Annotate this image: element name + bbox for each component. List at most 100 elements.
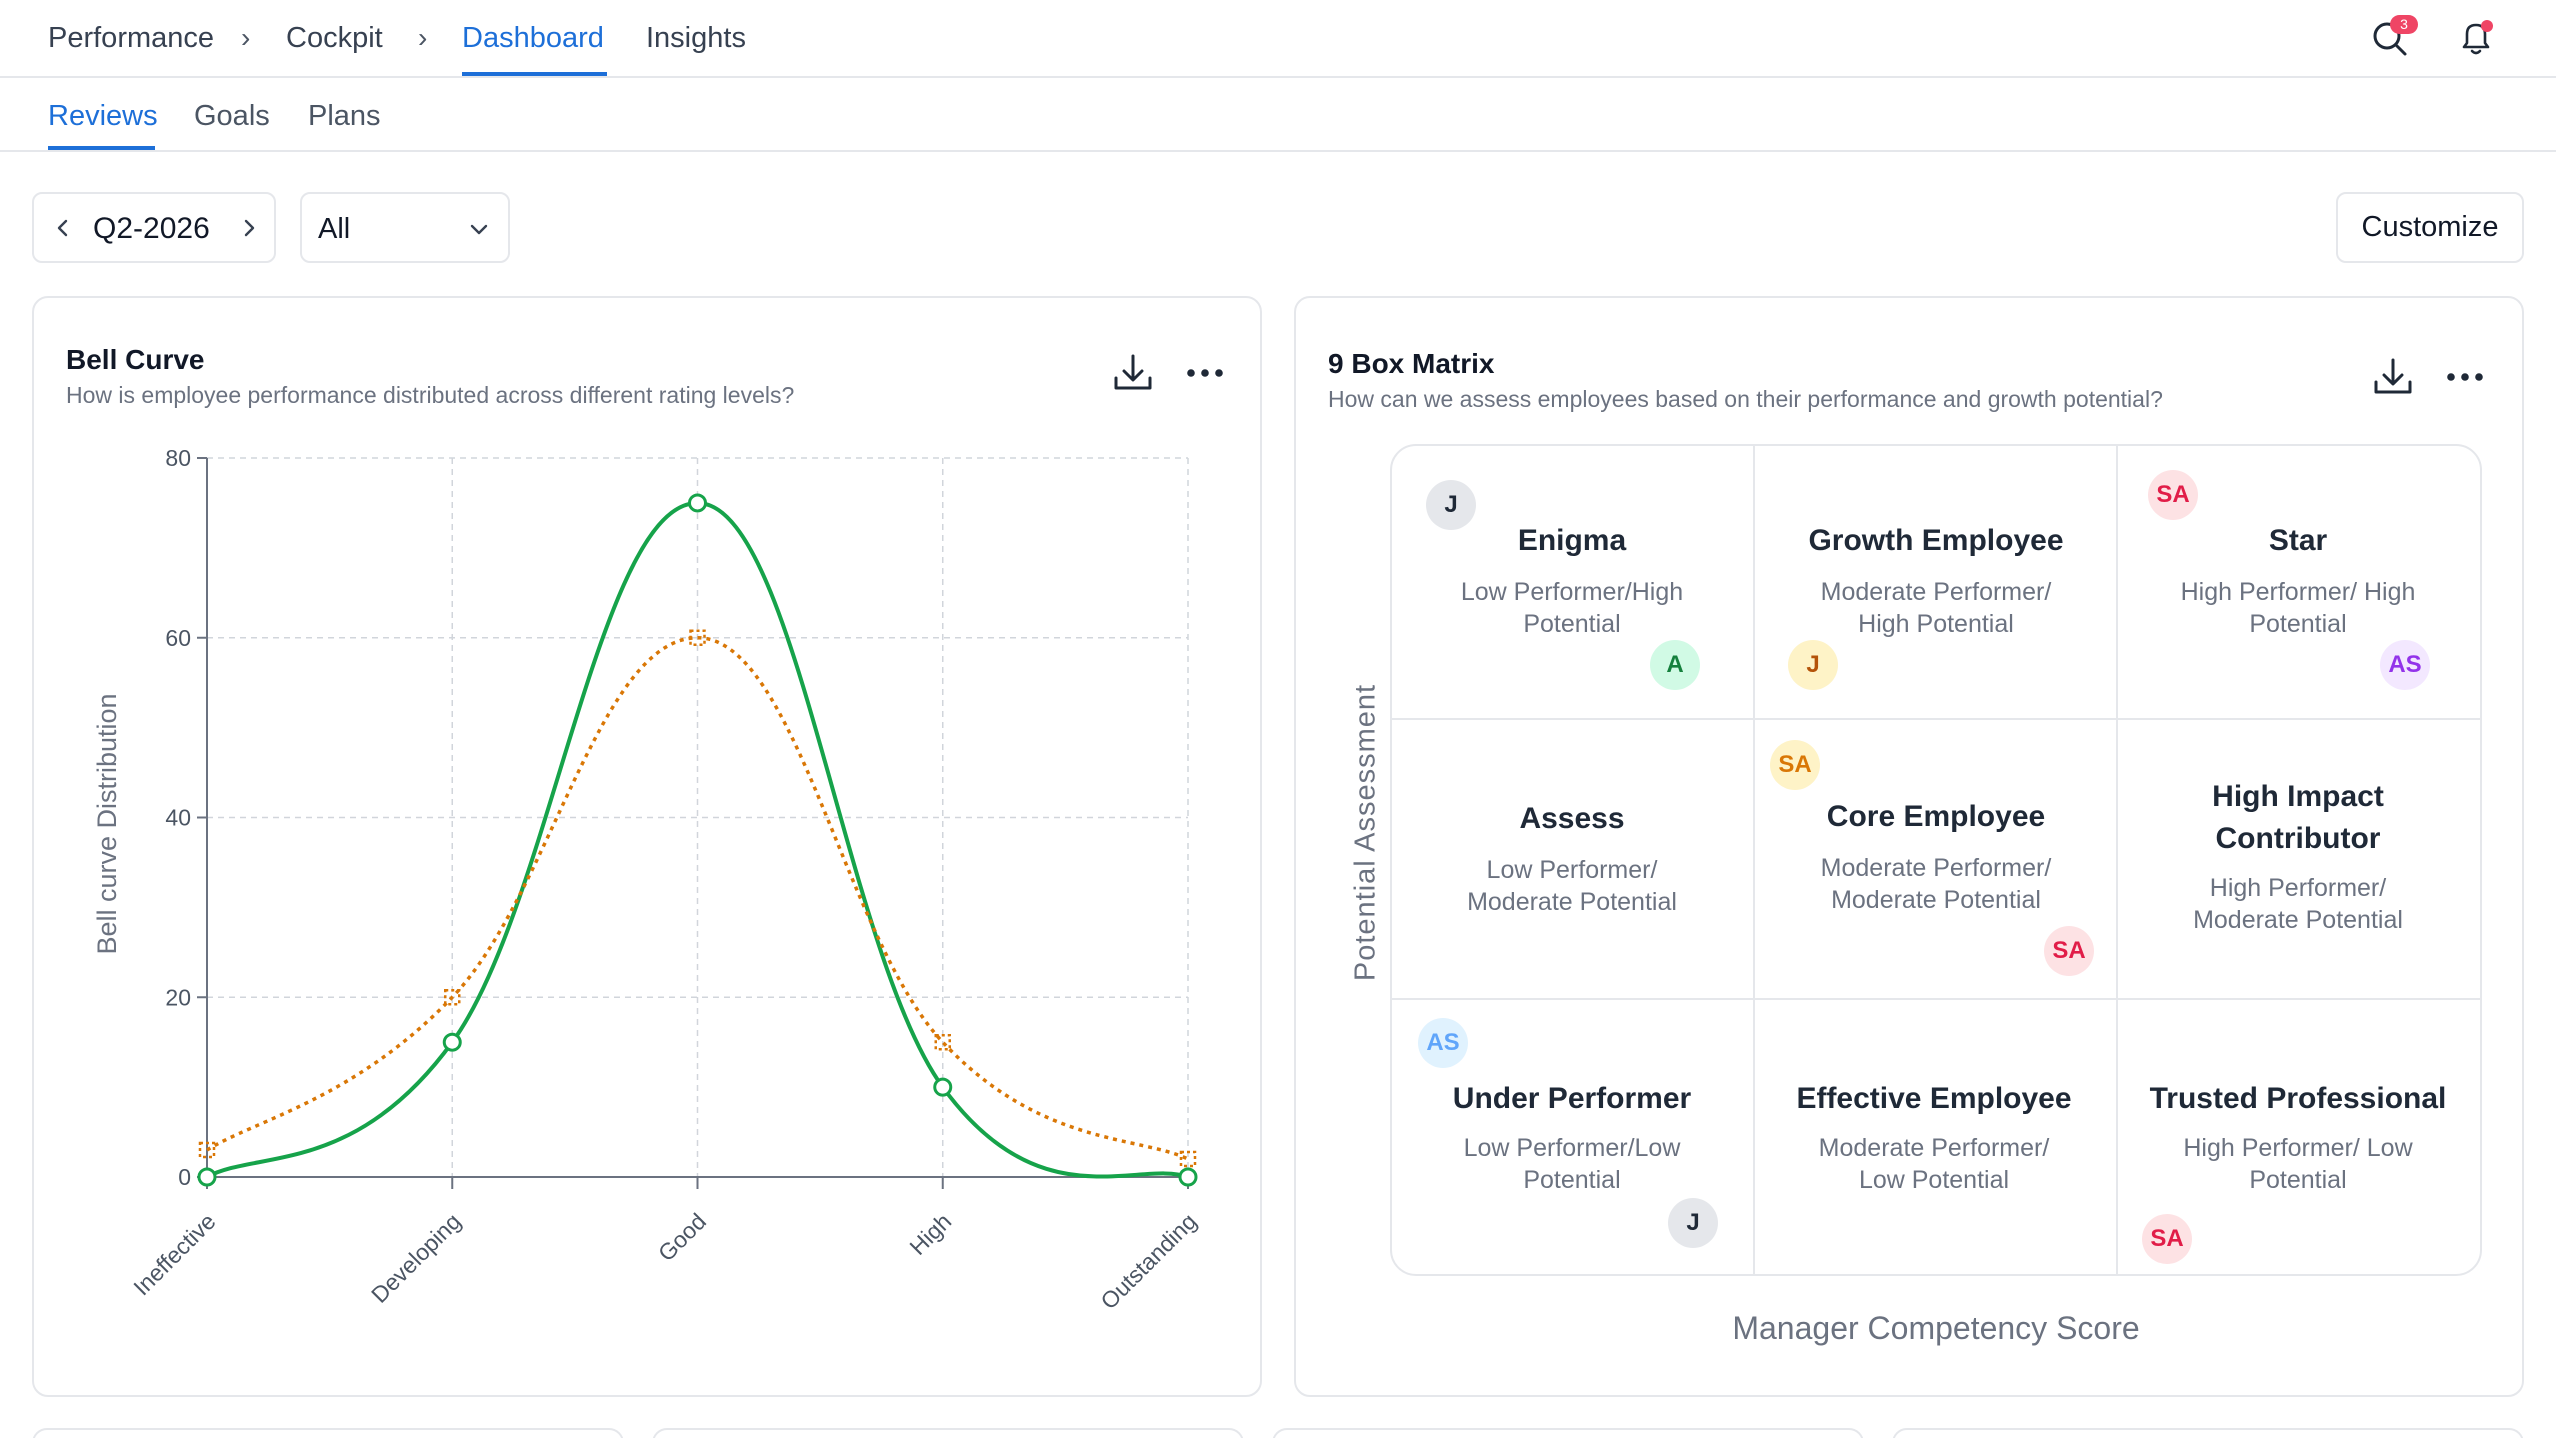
- grid-divider: [1753, 446, 1755, 1274]
- chart-axes: [197, 457, 1189, 1189]
- bell-curve-title: Bell Curve: [66, 344, 205, 375]
- bell-icon[interactable]: [2454, 16, 2498, 60]
- x-tick-label: Ineffective: [128, 1208, 220, 1300]
- next-card: [652, 1428, 1244, 1438]
- grid-divider: [1392, 718, 2480, 720]
- breadcrumb-insights[interactable]: Insights: [646, 22, 746, 54]
- x-tick-label: Good: [653, 1208, 711, 1266]
- download-icon[interactable]: [1110, 350, 1156, 396]
- x-tick-label: Outstanding: [1095, 1208, 1201, 1314]
- data-point: [198, 1141, 216, 1159]
- avatar[interactable]: A: [1650, 640, 1700, 690]
- avatar[interactable]: AS: [1418, 1018, 1468, 1068]
- tab-goals[interactable]: Goals: [194, 100, 270, 132]
- data-point: [934, 1033, 951, 1051]
- filter-select[interactable]: All: [300, 192, 510, 263]
- nine-box-grid: Enigma Low Performer/High Potential J A …: [1390, 444, 2482, 1276]
- y-tick-label: 0: [178, 1164, 191, 1190]
- matrix-x-axis-label: Manager Competency Score: [1732, 1310, 2140, 1346]
- more-icon[interactable]: [2442, 354, 2488, 400]
- data-point: [442, 1032, 462, 1052]
- matrix-y-axis-label: Potential Assessment: [1349, 683, 1382, 982]
- data-point: [1179, 1150, 1197, 1168]
- customize-button[interactable]: Customize: [2336, 192, 2524, 263]
- avatar[interactable]: SA: [1770, 740, 1820, 790]
- breadcrumb-separator: ›: [241, 22, 251, 53]
- y-tick-label: 40: [165, 805, 191, 831]
- next-card: [1272, 1428, 1864, 1438]
- data-point: [444, 989, 461, 1006]
- chevron-down-icon: [470, 224, 488, 235]
- chart-series: [197, 493, 1198, 1187]
- cell-high-impact-contributor-title: High Impact Contributor: [2212, 780, 2384, 855]
- top-navigation: Performance › Cockpit › Dashboard Insigh…: [0, 0, 2556, 78]
- breadcrumb-cockpit[interactable]: Cockpit: [286, 22, 383, 54]
- avatar[interactable]: J: [1788, 640, 1838, 690]
- chevron-left-icon[interactable]: [52, 217, 74, 239]
- more-icon[interactable]: [1182, 350, 1228, 396]
- cell-high-impact-contributor-desc: High Performer/ Moderate Potential: [2193, 874, 2403, 934]
- active-tab-indicator: [48, 146, 155, 150]
- active-breadcrumb-indicator: [462, 72, 607, 76]
- cell-enigma-title: Enigma: [1517, 524, 1627, 557]
- breadcrumb-performance[interactable]: Performance: [48, 22, 215, 54]
- tab-reviews[interactable]: Reviews: [48, 100, 158, 132]
- chevron-right-icon[interactable]: [238, 217, 260, 239]
- breadcrumb-separator: ›: [418, 22, 428, 53]
- cell-assess-title: Assess: [1519, 802, 1625, 835]
- y-tick-label: 60: [165, 625, 191, 651]
- cell-core-employee-desc: Moderate Performer/ Moderate Potential: [1820, 854, 2052, 914]
- series-line: [206, 635, 1189, 1161]
- y-tick-label: 20: [165, 984, 191, 1010]
- avatar[interactable]: AS: [2380, 640, 2430, 690]
- cell-assess-desc: Low Performer/ Moderate Potential: [1467, 856, 1677, 916]
- cell-star-desc: High Performer/ High Potential: [2180, 578, 2416, 638]
- cell-enigma-desc: Low Performer/High Potential: [1460, 578, 1684, 638]
- search-badge: 3: [2390, 15, 2418, 34]
- quarter-selector: Q2-2026: [32, 192, 276, 263]
- x-tick-label: High: [904, 1208, 956, 1260]
- sub-navigation: Reviews Goals Plans: [0, 78, 2556, 152]
- filter-select-value: All: [318, 213, 351, 245]
- y-tick-label: 80: [165, 445, 191, 471]
- notification-dot: [2481, 20, 2493, 32]
- nine-box-subtitle: How can we assess employees based on the…: [1328, 386, 2163, 412]
- cell-under-performer-title: Under Performer: [1452, 1082, 1692, 1115]
- cell-effective-employee-title: Effective Employee: [1796, 1082, 2072, 1115]
- cell-effective-employee-desc: Moderate Performer/ Low Potential: [1818, 1134, 2050, 1194]
- next-card: [32, 1428, 624, 1438]
- cell-under-performer-desc: Low Performer/Low Potential: [1463, 1134, 1681, 1194]
- bell-curve-card: Bell Curve How is employee performance d…: [32, 296, 1262, 1397]
- nine-box-card: 9 Box Matrix How can we assess employees…: [1294, 296, 2524, 1397]
- x-tick-label: Developing: [366, 1208, 466, 1308]
- chart-labels: 0 20 40 60 80 Ineffective Developing Good High Ou…: [128, 445, 1201, 1314]
- data-point: [688, 493, 707, 513]
- cell-trusted-professional-title: Trusted Professional: [2149, 1082, 2447, 1115]
- bell-curve-subtitle: How is employee performance distributed …: [66, 382, 795, 408]
- grid-divider: [2116, 446, 2118, 1274]
- data-point: [933, 1077, 953, 1097]
- cell-trusted-professional-desc: High Performer/ Low Potential: [2183, 1134, 2413, 1194]
- tab-plans[interactable]: Plans: [308, 100, 381, 132]
- grid-divider: [1392, 998, 2480, 1000]
- quarter-label: Q2-2026: [93, 212, 210, 245]
- chart-grid: [207, 457, 1189, 1177]
- search-icon[interactable]: [2368, 16, 2412, 60]
- data-point: [689, 629, 706, 646]
- y-axis-title: Bell curve Distribution: [92, 693, 122, 954]
- download-icon[interactable]: [2370, 354, 2416, 400]
- avatar[interactable]: J: [1668, 1198, 1718, 1248]
- bell-curve-chart: 0 20 40 60 80 Ineffective Developing Good High Ou…: [92, 445, 1202, 1314]
- data-point: [197, 1167, 217, 1187]
- avatar[interactable]: SA: [2142, 1214, 2192, 1264]
- cell-growth-employee-title: Growth Employee: [1808, 524, 2064, 557]
- next-card: [1892, 1428, 2524, 1438]
- data-point: [1178, 1167, 1198, 1187]
- breadcrumb-dashboard[interactable]: Dashboard: [462, 22, 604, 54]
- avatar[interactable]: SA: [2148, 470, 2198, 520]
- nine-box-title: 9 Box Matrix: [1328, 348, 1495, 379]
- cell-star-title: Star: [2268, 524, 2328, 557]
- avatar[interactable]: J: [1426, 480, 1476, 530]
- avatar[interactable]: SA: [2044, 926, 2094, 976]
- cell-growth-employee-desc: Moderate Performer/ High Potential: [1820, 578, 2052, 638]
